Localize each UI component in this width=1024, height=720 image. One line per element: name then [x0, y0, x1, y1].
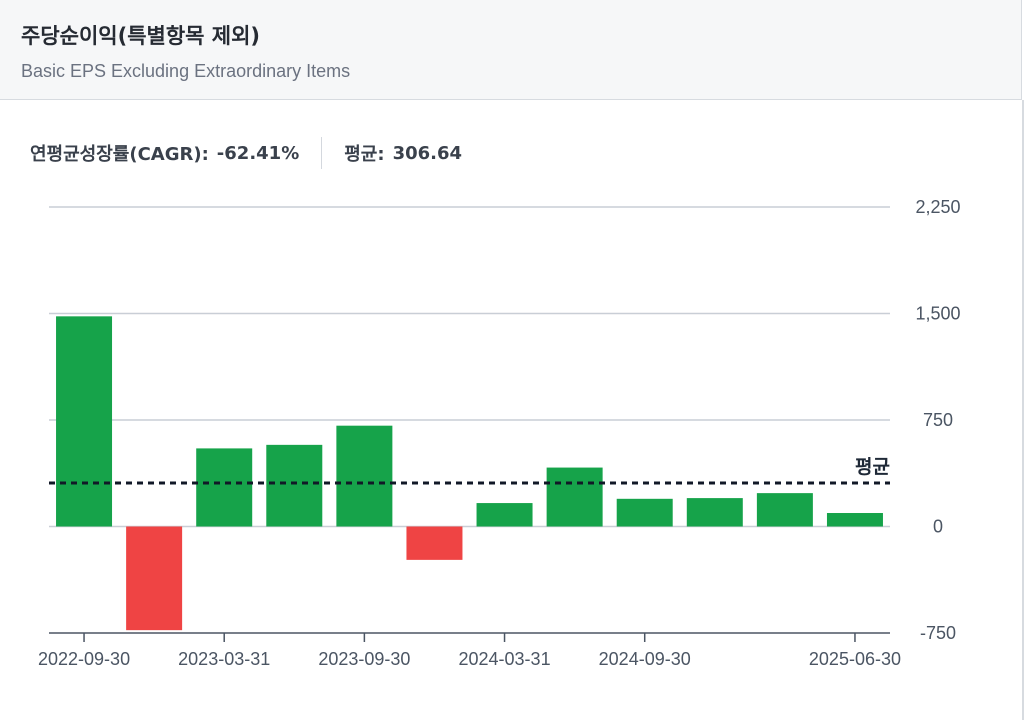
- x-tick-label: 2023-09-30: [318, 649, 410, 669]
- bar: [686, 498, 743, 527]
- x-tick-label: 2025-06-30: [809, 649, 901, 669]
- bar: [406, 526, 463, 560]
- stat-divider: [321, 137, 323, 169]
- y-tick-label: 1,500: [915, 304, 960, 324]
- y-tick-label: 0: [933, 517, 943, 537]
- x-tick-label: 2023-03-31: [178, 649, 270, 669]
- chart-subtitle: Basic EPS Excluding Extraordinary Items: [21, 61, 351, 81]
- cagr-label: 연평균성장률(CAGR):: [30, 144, 209, 165]
- average-line-label: 평균: [855, 456, 890, 478]
- average-label: 평균:: [344, 144, 385, 165]
- x-tick-label: 2024-03-31: [459, 649, 551, 669]
- cagr-value: -62.41%: [216, 142, 300, 164]
- bar: [616, 498, 673, 527]
- bar: [196, 448, 253, 527]
- average-value: 306.64: [392, 142, 463, 164]
- bar: [56, 316, 113, 527]
- bar: [126, 526, 183, 631]
- bar: [756, 493, 813, 527]
- x-tick-label: 2024-09-30: [599, 649, 691, 669]
- bar: [826, 513, 883, 527]
- y-tick-label: -750: [920, 623, 956, 643]
- stats-bar: 연평균성장률(CAGR): -62.41% 평균: 306.64: [30, 137, 463, 169]
- bar: [336, 425, 393, 527]
- chart-title: 주당순이익(특별항목 제외): [21, 24, 261, 48]
- chart-header: 주당순이익(특별항목 제외) Basic EPS Excluding Extra…: [0, 0, 1022, 100]
- right-border: [1022, 100, 1024, 720]
- x-tick-label: 2022-09-30: [38, 649, 130, 669]
- bar: [546, 467, 603, 527]
- y-tick-label: 2,250: [915, 197, 960, 217]
- y-tick-label: 750: [923, 410, 953, 430]
- bar: [266, 444, 323, 527]
- bar: [476, 503, 533, 527]
